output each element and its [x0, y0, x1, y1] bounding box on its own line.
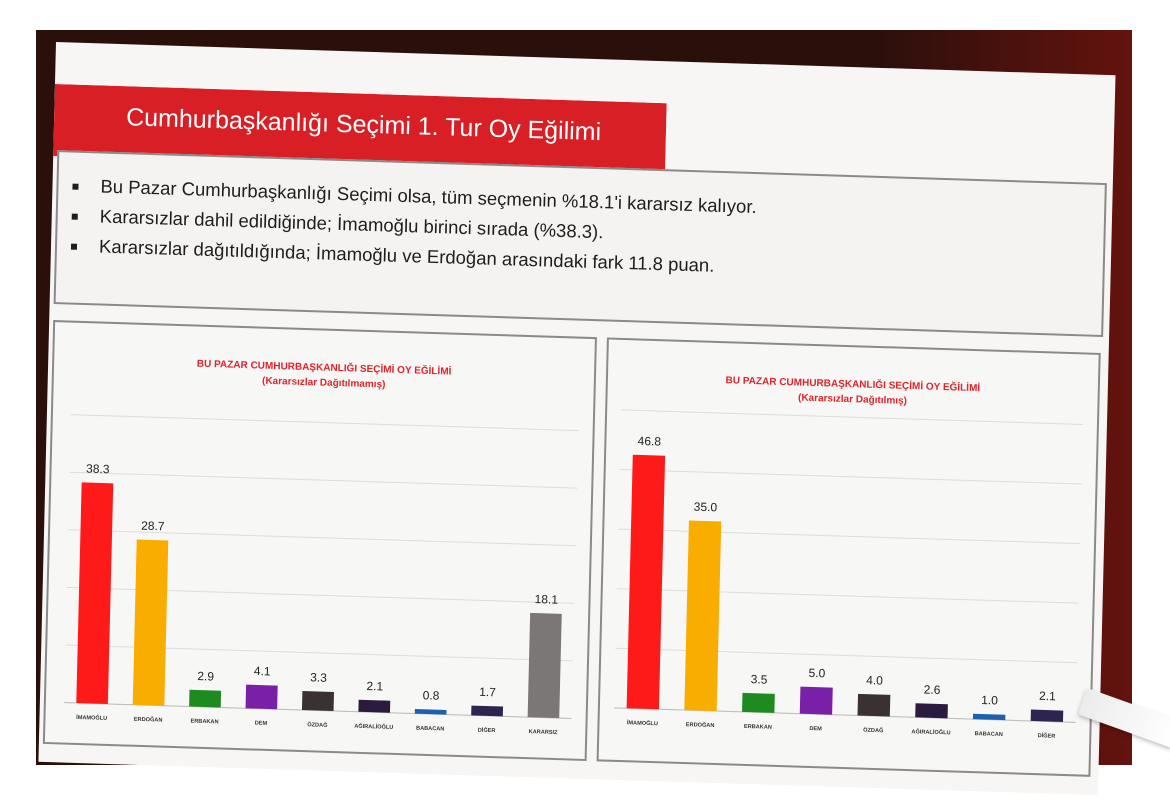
bar-value-label: 4.0 [866, 673, 883, 688]
slide-title: Cumhurbaşkanlığı Seçimi 1. Tur Oy Eğilim… [125, 103, 602, 147]
bar-kararsiz [527, 612, 562, 719]
bar-value-label: 3.5 [751, 672, 768, 687]
bullet-box: Bu Pazar Cumhurbaşkanlığı Seçimi olsa, t… [53, 150, 1107, 338]
category-label: DEM [255, 721, 268, 727]
bar-di̇ğer [471, 705, 504, 717]
category-label: ERBAKAN [190, 719, 218, 726]
category-label: DEM [809, 726, 822, 732]
bar-value-label: 0.8 [423, 688, 440, 703]
bar-value-label: 2.9 [197, 669, 214, 684]
bar-dem [799, 686, 833, 715]
bar-value-label: 38.3 [86, 462, 110, 477]
bar-babacan [414, 708, 447, 715]
category-label: DİĞER [478, 726, 496, 735]
bar-chart-undistributed: BU PAZAR CUMHURBAŞKANLIĞI SEÇİMİ OY EĞİL… [63, 357, 579, 736]
gridline [616, 588, 1079, 604]
chart-panel-undistributed: BU PAZAR CUMHURBAŞKANLIĞI SEÇİMİ OY EĞİL… [42, 320, 597, 762]
bar-value-label: 5.0 [808, 666, 825, 681]
bar-value-label: 1.0 [981, 693, 998, 708]
category-label: BABACAN [975, 731, 1003, 738]
bullet-text: Kararsızlar dağıtıldığında; İmamoğlu ve … [98, 235, 715, 276]
bar-i̇mamoğlu [626, 454, 666, 710]
bar-babacan [972, 713, 1006, 721]
bar-value-label: 18.1 [534, 592, 558, 607]
category-label: DİĞER [1038, 731, 1056, 740]
chart-panel-distributed: BU PAZAR CUMHURBAŞKANLIĞI SEÇİMİ OY EĞİL… [596, 337, 1101, 777]
chart-title: BU PAZAR CUMHURBAŞKANLIĞI SEÇİMİ OY EĞİL… [725, 373, 980, 394]
x-axis-line [613, 707, 1076, 723]
category-label: ERDOĞAN [134, 715, 163, 724]
category-label: ERDOĞAN [686, 720, 715, 729]
gridline [619, 469, 1082, 485]
gridline [618, 528, 1081, 545]
bar-value-label: 4.1 [254, 664, 271, 679]
category-label: İMAMOĞLU [76, 713, 107, 722]
bullet-item: Kararsızlar dağıtıldığında; İmamoğlu ve … [73, 235, 715, 277]
bar-value-label: 2.6 [924, 682, 941, 697]
bar-value-label: 28.7 [141, 519, 165, 534]
bar-value-label: 2.1 [366, 679, 383, 694]
chart-title: BU PAZAR CUMHURBAŞKANLIĞI SEÇİMİ OY EĞİL… [197, 357, 452, 378]
chart-subtitle: (Kararsızlar Dağıtılmış) [798, 392, 907, 406]
gridline [615, 647, 1078, 664]
bar-özdağ [301, 691, 335, 712]
bar-erdoğan [132, 539, 169, 706]
chart-subtitle: (Kararsızlar Dağıtılmamış) [262, 376, 386, 391]
category-label: AĞIRALİOĞLU [354, 722, 393, 731]
category-label: BABACAN [416, 726, 444, 733]
bar-di̇ğer [1030, 709, 1064, 722]
bar-erbakan [189, 689, 222, 708]
bar-value-label: 1.7 [479, 685, 496, 700]
bar-erbakan [742, 692, 775, 713]
bar-value-label: 35.0 [694, 500, 718, 515]
bar-value-label: 46.8 [637, 434, 661, 449]
bar-value-label: 2.1 [1039, 689, 1056, 704]
bar-erdoğan [684, 520, 722, 712]
bar-i̇mamoğlu [76, 482, 114, 704]
category-label: AĞIRALİOĞLU [911, 727, 950, 736]
category-label: ÖZDAĞ [307, 720, 327, 729]
category-label: ÖZDAĞ [863, 726, 883, 735]
gridline [621, 409, 1083, 425]
bar-ağirali̇oğlu [358, 699, 391, 713]
presentation-slide: Cumhurbaşkanlığı Seçimi 1. Tur Oy Eğilim… [38, 42, 1170, 796]
gridline [69, 471, 578, 489]
category-label: KARARSIZ [529, 729, 559, 736]
bar-özdağ [857, 693, 891, 717]
gridline [68, 529, 576, 547]
gridline [70, 414, 579, 432]
bar-ağirali̇oğlu [915, 703, 948, 719]
category-label: ERBAKAN [744, 724, 772, 731]
category-label: İMAMOĞLU [627, 718, 658, 727]
bar-dem [245, 684, 278, 710]
bar-chart-distributed: BU PAZAR CUMHURBAŞKANLIĞI SEÇİMİ OY EĞİL… [613, 373, 1083, 740]
bar-value-label: 3.3 [310, 670, 327, 685]
